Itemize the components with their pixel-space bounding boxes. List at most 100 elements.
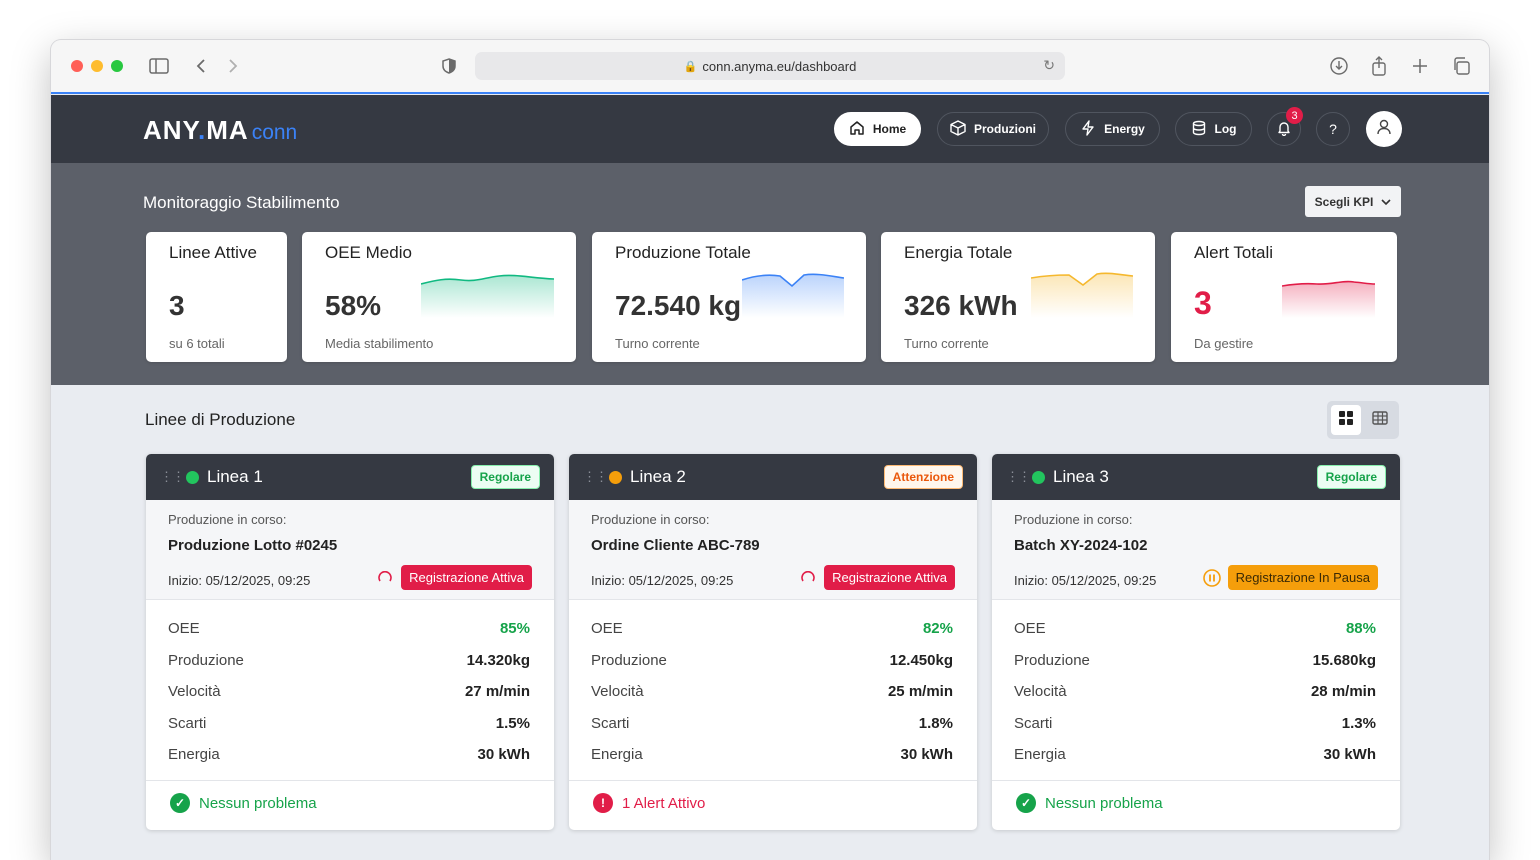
- metric-value: 1.8%: [918, 714, 953, 732]
- kpi-value: 72.540 kg: [615, 290, 742, 321]
- reload-icon[interactable]: ↻: [1043, 57, 1055, 73]
- metric-label: Energia: [1014, 746, 1066, 764]
- kpi-card-alert-totali[interactable]: Alert Totali 3 Da gestire: [1171, 232, 1397, 362]
- nav-home[interactable]: Home: [834, 112, 921, 146]
- recording-status-badge[interactable]: Registrazione Attiva: [824, 565, 955, 590]
- status-badge: Regolare: [470, 465, 540, 489]
- lines-section-title: Linee di Produzione: [145, 410, 296, 429]
- metric-row: Scarti 1.5%: [168, 709, 530, 741]
- metric-value: 88%: [1345, 620, 1376, 637]
- kpi-value: 3: [169, 290, 185, 321]
- metric-row: Produzione 15.680kg: [1014, 646, 1376, 678]
- new-tab-icon[interactable]: [1408, 54, 1432, 78]
- kpi-card-produzione-totale[interactable]: Produzione Totale 72.540 kg Turno corren…: [592, 232, 866, 362]
- metric-label: Scarti: [591, 714, 630, 732]
- shield-icon[interactable]: [437, 54, 461, 78]
- metric-row: OEE 85%: [168, 614, 530, 646]
- metric-row: Scarti 1.3%: [1014, 709, 1376, 741]
- nav-energy[interactable]: Energy: [1065, 112, 1160, 146]
- grid-icon: [1339, 410, 1353, 430]
- metric-label: Energia: [168, 746, 220, 764]
- kpi-label: Linee Attive: [169, 243, 257, 262]
- line-card-footer: ✓ Nessun problema: [146, 780, 554, 830]
- production-start: Inizio: 05/12/2025, 09:25: [1014, 573, 1157, 588]
- metric-label: OEE: [1014, 620, 1046, 637]
- metric-row: Velocità 25 m/min: [591, 677, 953, 709]
- user-avatar[interactable]: [1366, 111, 1402, 147]
- close-window-button[interactable]: [71, 60, 83, 72]
- drag-handle-icon[interactable]: ⋮⋮: [583, 469, 608, 484]
- sidebar-toggle-icon[interactable]: [147, 54, 171, 78]
- production-name: Batch XY-2024-102: [1014, 537, 1148, 554]
- status-dot: [186, 471, 199, 484]
- line-card-linea-2[interactable]: ⋮⋮ Linea 2 Attenzione Produzione in cors…: [569, 454, 977, 830]
- status-dot: [1032, 471, 1045, 484]
- browser-toolbar: 🔒 conn.anyma.eu/dashboard ↻: [51, 40, 1489, 94]
- back-icon[interactable]: [189, 54, 213, 78]
- alert-sparkline: [1282, 280, 1375, 318]
- status-badge: Regolare: [1316, 465, 1386, 489]
- alert-circle-icon: !: [593, 793, 613, 813]
- drag-handle-icon[interactable]: ⋮⋮: [1006, 469, 1031, 484]
- metric-value: 25 m/min: [887, 683, 953, 701]
- line-card-header: ⋮⋮ Linea 3 Regolare: [992, 454, 1400, 500]
- metric-row: Velocità 27 m/min: [168, 677, 530, 709]
- metric-value: 82%: [922, 620, 953, 637]
- view-toggle: [1327, 401, 1399, 439]
- loading-spinner-icon: [376, 569, 394, 587]
- address-bar[interactable]: 🔒 conn.anyma.eu/dashboard ↻: [475, 52, 1065, 80]
- share-icon[interactable]: [1367, 54, 1391, 78]
- anyma-logo[interactable]: ANY.MA conn: [143, 115, 297, 146]
- metric-row: Produzione 14.320kg: [168, 646, 530, 678]
- line-card-linea-3[interactable]: ⋮⋮ Linea 3 Regolare Produzione in corso:…: [992, 454, 1400, 830]
- kpi-label: Energia Totale: [904, 243, 1013, 262]
- kpi-card-linee-attive[interactable]: Linee Attive 3 su 6 totali: [146, 232, 287, 362]
- recording-status-badge[interactable]: Registrazione In Pausa: [1227, 565, 1378, 590]
- nav-produzioni-label: Produzioni: [974, 122, 1036, 136]
- kpi-subtitle: Turno corrente: [904, 336, 989, 351]
- metrics-list: OEE 82% Produzione 12.450kg Velocità 25 m/m…: [591, 614, 953, 772]
- lightning-icon: [1080, 119, 1096, 139]
- production-start: Inizio: 05/12/2025, 09:25: [168, 573, 311, 588]
- kpi-card-energia-totale[interactable]: Energia Totale 326 kWh Turno corrente: [881, 232, 1155, 362]
- metric-label: Produzione: [1014, 651, 1090, 669]
- alert-status-text[interactable]: 1 Alert Attivo: [622, 795, 706, 812]
- kpi-subtitle: Da gestire: [1194, 336, 1254, 351]
- kpi-select-dropdown[interactable]: Scegli KPI: [1305, 186, 1401, 217]
- maximize-window-button[interactable]: [111, 60, 123, 72]
- kpi-section: Monitoraggio Stabilimento Scegli KPI Lin…: [51, 163, 1489, 385]
- kpi-value: 58%: [325, 290, 382, 321]
- metric-label: Scarti: [1014, 714, 1053, 732]
- download-icon[interactable]: [1327, 54, 1351, 78]
- produzione-sparkline: [742, 273, 844, 318]
- production-info: Produzione in corso: Batch XY-2024-102 I…: [992, 500, 1400, 600]
- line-card-linea-1[interactable]: ⋮⋮ Linea 1 Regolare Produzione in corso:…: [146, 454, 554, 830]
- forward-icon[interactable]: [221, 54, 245, 78]
- line-card-footer: ✓ Nessun problema: [992, 780, 1400, 830]
- url-text: conn.anyma.eu/dashboard: [702, 58, 857, 74]
- kpi-card-oee-medio[interactable]: OEE Medio 58% Media stabilimento: [302, 232, 576, 362]
- metric-value: 30 kWh: [477, 746, 530, 764]
- metric-label: Produzione: [168, 651, 244, 669]
- help-button[interactable]: ?: [1316, 112, 1350, 146]
- nav-produzioni[interactable]: Produzioni: [937, 112, 1049, 146]
- metric-row: Energia 30 kWh: [1014, 740, 1376, 772]
- minimize-window-button[interactable]: [91, 60, 103, 72]
- metric-row: OEE 82%: [591, 614, 953, 646]
- grid-view-button[interactable]: [1331, 405, 1361, 435]
- production-info: Produzione in corso: Produzione Lotto #0…: [146, 500, 554, 600]
- logo-text-main: ANY: [143, 115, 199, 145]
- metric-value: 1.3%: [1341, 714, 1376, 732]
- table-view-button[interactable]: [1365, 405, 1395, 435]
- metric-value: 28 m/min: [1310, 683, 1376, 701]
- metric-row: Scarti 1.8%: [591, 709, 953, 741]
- notifications-button[interactable]: 3: [1267, 107, 1303, 146]
- recording-status-badge[interactable]: Registrazione Attiva: [401, 565, 532, 590]
- drag-handle-icon[interactable]: ⋮⋮: [160, 469, 185, 484]
- user-icon: [1375, 118, 1393, 141]
- production-label: Produzione in corso:: [591, 512, 710, 527]
- tabs-overview-icon[interactable]: [1449, 54, 1473, 78]
- nav-log[interactable]: Log: [1175, 112, 1252, 146]
- metric-row: Energia 30 kWh: [591, 740, 953, 772]
- metric-value: 27 m/min: [464, 683, 530, 701]
